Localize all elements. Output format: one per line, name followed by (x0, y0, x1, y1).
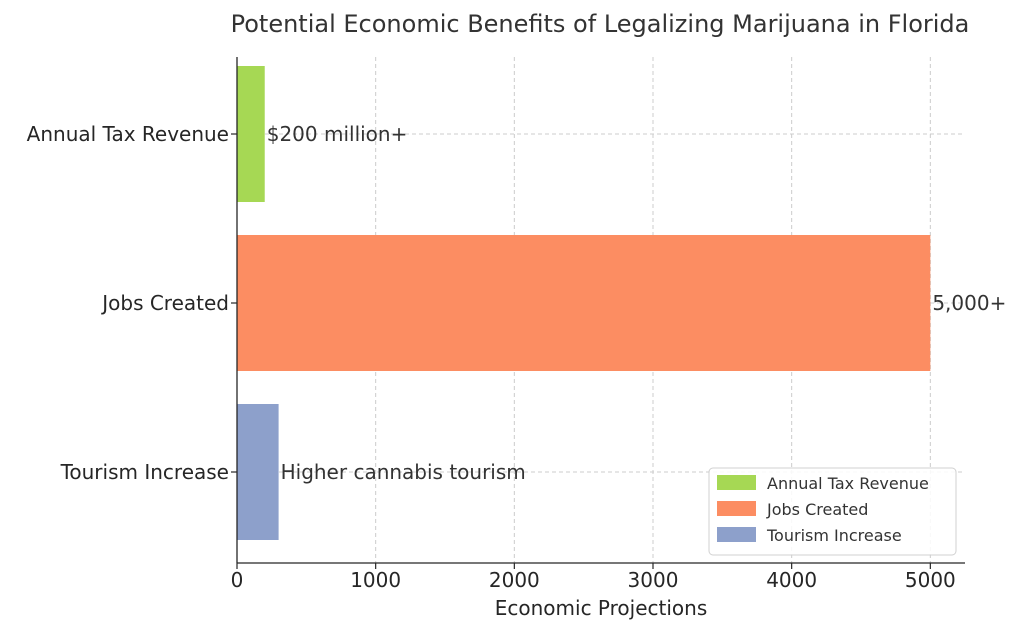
legend-label: Annual Tax Revenue (767, 474, 929, 493)
x-tick-label: 0 (231, 568, 244, 592)
y-tick-label: Tourism Increase (60, 460, 229, 484)
x-tick-label: 5000 (905, 568, 956, 592)
y-tick-label: Annual Tax Revenue (27, 122, 229, 146)
legend: Annual Tax Revenue Jobs Created Tourism In… (708, 467, 957, 556)
x-axis-label: Economic Projections (495, 596, 708, 620)
y-ticks: Annual Tax Revenue Jobs Created Tourism In… (27, 122, 237, 484)
legend-swatch (717, 527, 756, 542)
legend-swatch (717, 475, 756, 490)
bar-jobs-created (237, 235, 931, 371)
legend-label: Tourism Increase (766, 526, 902, 545)
data-label: $200 million+ (267, 122, 408, 146)
x-tick-label: 3000 (628, 568, 679, 592)
x-tick-label: 4000 (766, 568, 817, 592)
bar-tourism-increase (237, 404, 279, 540)
legend-frame (708, 467, 957, 556)
chart-title: Potential Economic Benefits of Legalizin… (231, 10, 970, 38)
bars (237, 66, 931, 540)
data-labels: $200 million+ 5,000+ Higher cannabis touri… (267, 122, 1007, 484)
x-tick-label: 2000 (489, 568, 540, 592)
y-tick-label: Jobs Created (100, 291, 229, 315)
data-label: 5,000+ (932, 291, 1006, 315)
data-label: Higher cannabis tourism (281, 460, 526, 484)
x-tick-label: 1000 (350, 568, 401, 592)
bar-annual-tax-revenue (237, 66, 265, 202)
x-ticks: 0 1000 2000 3000 4000 5000 (231, 563, 956, 592)
legend-label: Jobs Created (766, 500, 868, 519)
legend-swatch (717, 501, 756, 516)
